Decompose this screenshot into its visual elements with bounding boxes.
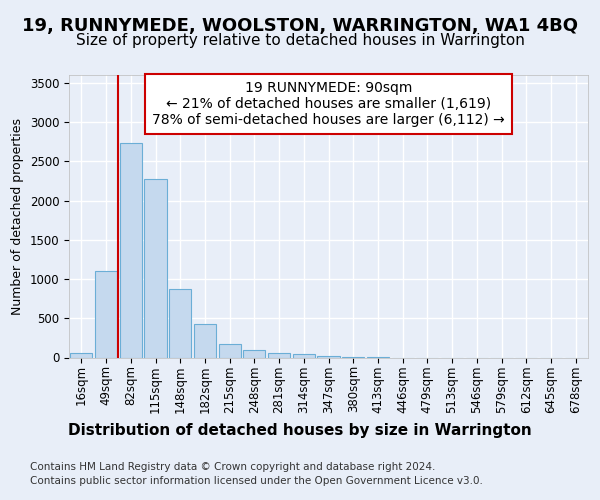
Bar	[145, 180, 167, 358]
Text: 19 RUNNYMEDE: 90sqm
← 21% of detached houses are smaller (1,619)
78% of semi-det: 19 RUNNYMEDE: 90sqm ← 21% of detached ho…	[152, 80, 505, 127]
Bar	[70, 353, 92, 358]
Bar	[317, 356, 340, 358]
Bar	[243, 350, 265, 358]
Bar	[119, 144, 142, 358]
Text: Contains public sector information licensed under the Open Government Licence v3: Contains public sector information licen…	[30, 476, 483, 486]
Bar	[293, 354, 315, 358]
Bar	[194, 324, 216, 358]
Text: Contains HM Land Registry data © Crown copyright and database right 2024.: Contains HM Land Registry data © Crown c…	[30, 462, 436, 472]
Text: 19, RUNNYMEDE, WOOLSTON, WARRINGTON, WA1 4BQ: 19, RUNNYMEDE, WOOLSTON, WARRINGTON, WA1…	[22, 18, 578, 36]
Bar	[169, 289, 191, 358]
Y-axis label: Number of detached properties: Number of detached properties	[11, 118, 24, 315]
Bar	[218, 344, 241, 358]
Bar	[95, 271, 117, 358]
Text: Size of property relative to detached houses in Warrington: Size of property relative to detached ho…	[76, 32, 524, 48]
Bar	[268, 353, 290, 358]
Text: Distribution of detached houses by size in Warrington: Distribution of detached houses by size …	[68, 422, 532, 438]
